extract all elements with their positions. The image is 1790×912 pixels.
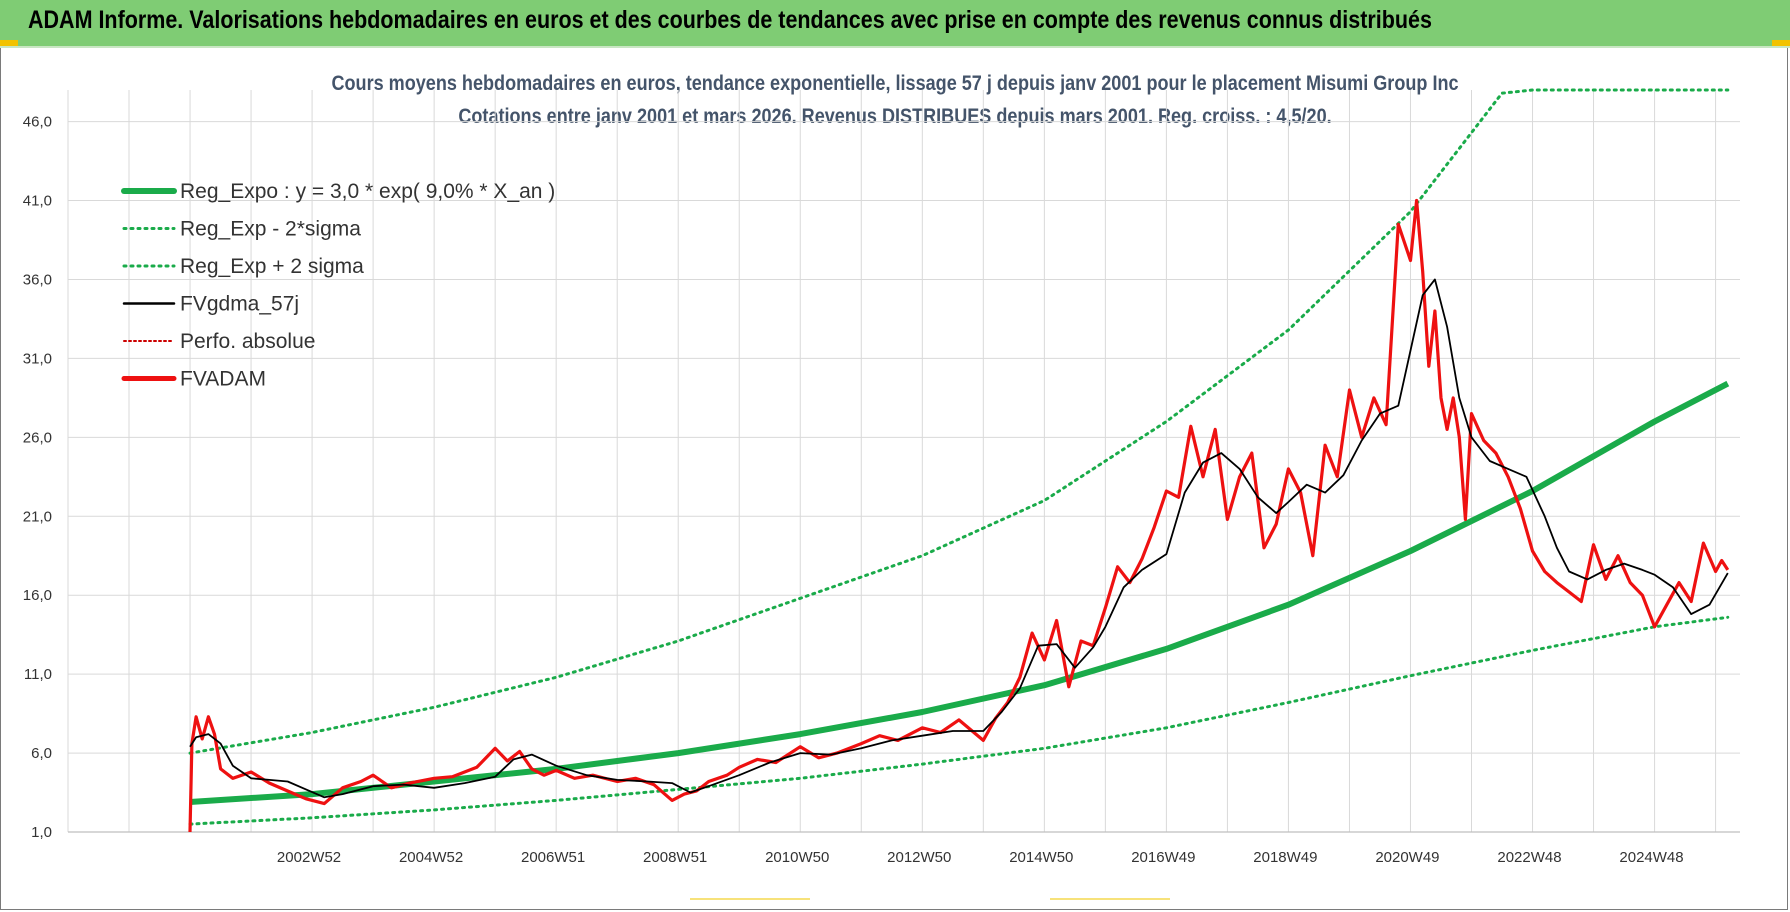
header-bar: ADAM Informe. Valorisations hebdomadaire…: [0, 0, 1790, 48]
x-tick-label: 2006W51: [521, 849, 585, 866]
x-tick-label: 2004W52: [399, 849, 463, 866]
chart-title: Cours moyens hebdomadaires en euros, ten…: [331, 72, 1459, 95]
series-reg-exp-minus-2sigma: [188, 615, 1730, 826]
x-tick-label: 2014W50: [1009, 849, 1073, 866]
series-reg-expo: [189, 380, 1730, 805]
y-tick-label: 16,0: [23, 587, 52, 604]
y-tick-label: 1,0: [31, 824, 52, 841]
legend-label: Reg_Expo : y = 3,0 * exp( 9,0% * X_an ): [180, 180, 555, 203]
y-tick-label: 26,0: [23, 429, 52, 446]
series: [188, 88, 1730, 833]
x-tick-label: 2024W48: [1619, 849, 1683, 866]
y-tick-label: 46,0: [23, 114, 52, 131]
bottom-marker: [690, 898, 810, 900]
legend-label: Reg_Exp + 2 sigma: [180, 255, 364, 278]
legend-label: FVgdma_57j: [180, 293, 299, 316]
x-tick-label: 2008W51: [643, 849, 707, 866]
x-tick-label: 2020W49: [1375, 849, 1439, 866]
legend-label: Reg_Exp - 2*sigma: [180, 218, 361, 241]
x-tick-label: 2022W48: [1497, 849, 1561, 866]
series-reg-exp-plus-2sigma: [188, 88, 1730, 755]
y-tick-label: 11,0: [24, 666, 52, 683]
y-tick-label: 6,0: [31, 745, 52, 762]
legend-label: FVADAM: [180, 368, 266, 391]
y-tick-label: 21,0: [23, 508, 52, 525]
x-tick-label: 2010W50: [765, 849, 829, 866]
chart-subtitle: Cotations entre janv 2001 et mars 2026. …: [458, 105, 1332, 128]
legend: Reg_Expo : y = 3,0 * exp( 9,0% * X_an ) R…: [121, 180, 555, 391]
header-title: ADAM Informe. Valorisations hebdomadaire…: [28, 6, 1432, 34]
y-tick-label: 41,0: [23, 193, 52, 210]
x-tick-label: 2018W49: [1253, 849, 1317, 866]
axes: 1,0 6,0 11,0 16,0 21,0 26,0 31,0 36,0 41,0 46,0 20…: [23, 114, 1740, 866]
bottom-marker: [1050, 898, 1170, 900]
corner-marker-left: [0, 40, 18, 46]
y-tick-label: 36,0: [23, 271, 52, 288]
y-tick-label: 31,0: [23, 350, 52, 367]
x-tick-label: 2012W50: [887, 849, 951, 866]
series-fvgdma-57j: [189, 278, 1729, 799]
x-tick-label: 2002W52: [277, 849, 341, 866]
corner-marker-right: [1772, 40, 1790, 46]
grid: [67, 90, 1740, 833]
legend-label: Perfo. absolue: [180, 330, 315, 353]
x-tick-label: 2016W49: [1131, 849, 1195, 866]
